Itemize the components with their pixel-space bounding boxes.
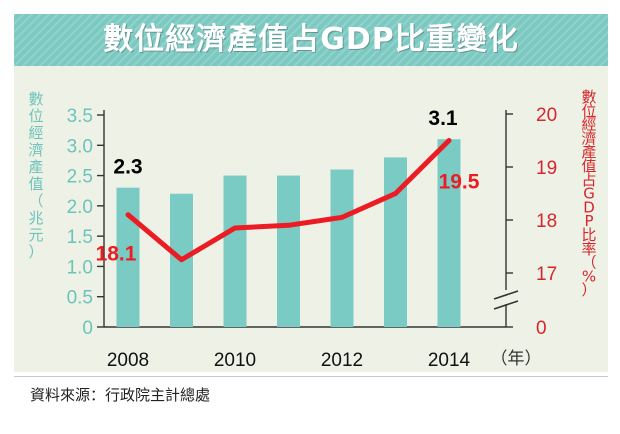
chart-canvas: 0 0.5 1.0 1.5 2.0 2.5 3.0 3.5 數位經濟產值（兆元） 0 17 18 19 2…	[28, 88, 596, 371]
right-tick-label: 19	[536, 158, 557, 179]
title-banner: 數位經濟產值占GDP比重變化	[14, 14, 608, 66]
source-divider	[14, 376, 608, 377]
left-tick-label: 0.5	[67, 288, 93, 309]
left-tick-label: 2.5	[67, 167, 93, 188]
axis-break-mark	[493, 290, 519, 300]
left-tick-label: 0	[82, 318, 93, 339]
left-tick-label: 1.5	[67, 227, 93, 248]
bar	[330, 169, 354, 327]
chart-panel: 0 0.5 1.0 1.5 2.0 2.5 3.0 3.5 數位經濟產值（兆元） 0 17 18 19 2…	[14, 66, 608, 372]
x-tick-label: 2010	[214, 350, 256, 371]
left-tick-label: 2.0	[67, 197, 93, 218]
bar	[223, 175, 247, 327]
bar	[437, 139, 461, 327]
right-tick-label: 0	[536, 318, 547, 339]
x-tick-label: 2014	[428, 350, 471, 371]
x-tick-label: 2012	[321, 350, 363, 371]
chart-title: 數位經濟產值占GDP比重變化	[103, 22, 519, 57]
x-axis-unit: （年）	[491, 349, 542, 369]
left-tick-label: 3.5	[67, 106, 93, 127]
left-tick-label: 3.0	[67, 136, 93, 157]
right-tick-label: 20	[536, 105, 557, 126]
bar	[384, 157, 407, 327]
data-label: 2.3	[113, 156, 142, 179]
banner-stripes	[14, 14, 608, 66]
left-tick-label: 1.0	[67, 257, 93, 278]
source-note: 資料來源：行政院主計總處	[30, 386, 211, 404]
ratio-line	[125, 138, 452, 263]
data-label: 3.1	[428, 107, 458, 130]
right-tick-label: 17	[536, 264, 557, 285]
bar	[277, 175, 300, 327]
right-axis-label: 數位經濟產值占 G D P 比率（%）	[581, 88, 596, 299]
left-axis-label: 數位經濟產值（兆元）	[28, 90, 43, 261]
data-label: 18.1	[96, 243, 137, 266]
right-tick-label: 18	[536, 211, 557, 232]
data-label: 19.5	[439, 171, 480, 194]
axis-break-mark	[493, 300, 519, 310]
x-tick-label: 2008	[107, 350, 149, 371]
